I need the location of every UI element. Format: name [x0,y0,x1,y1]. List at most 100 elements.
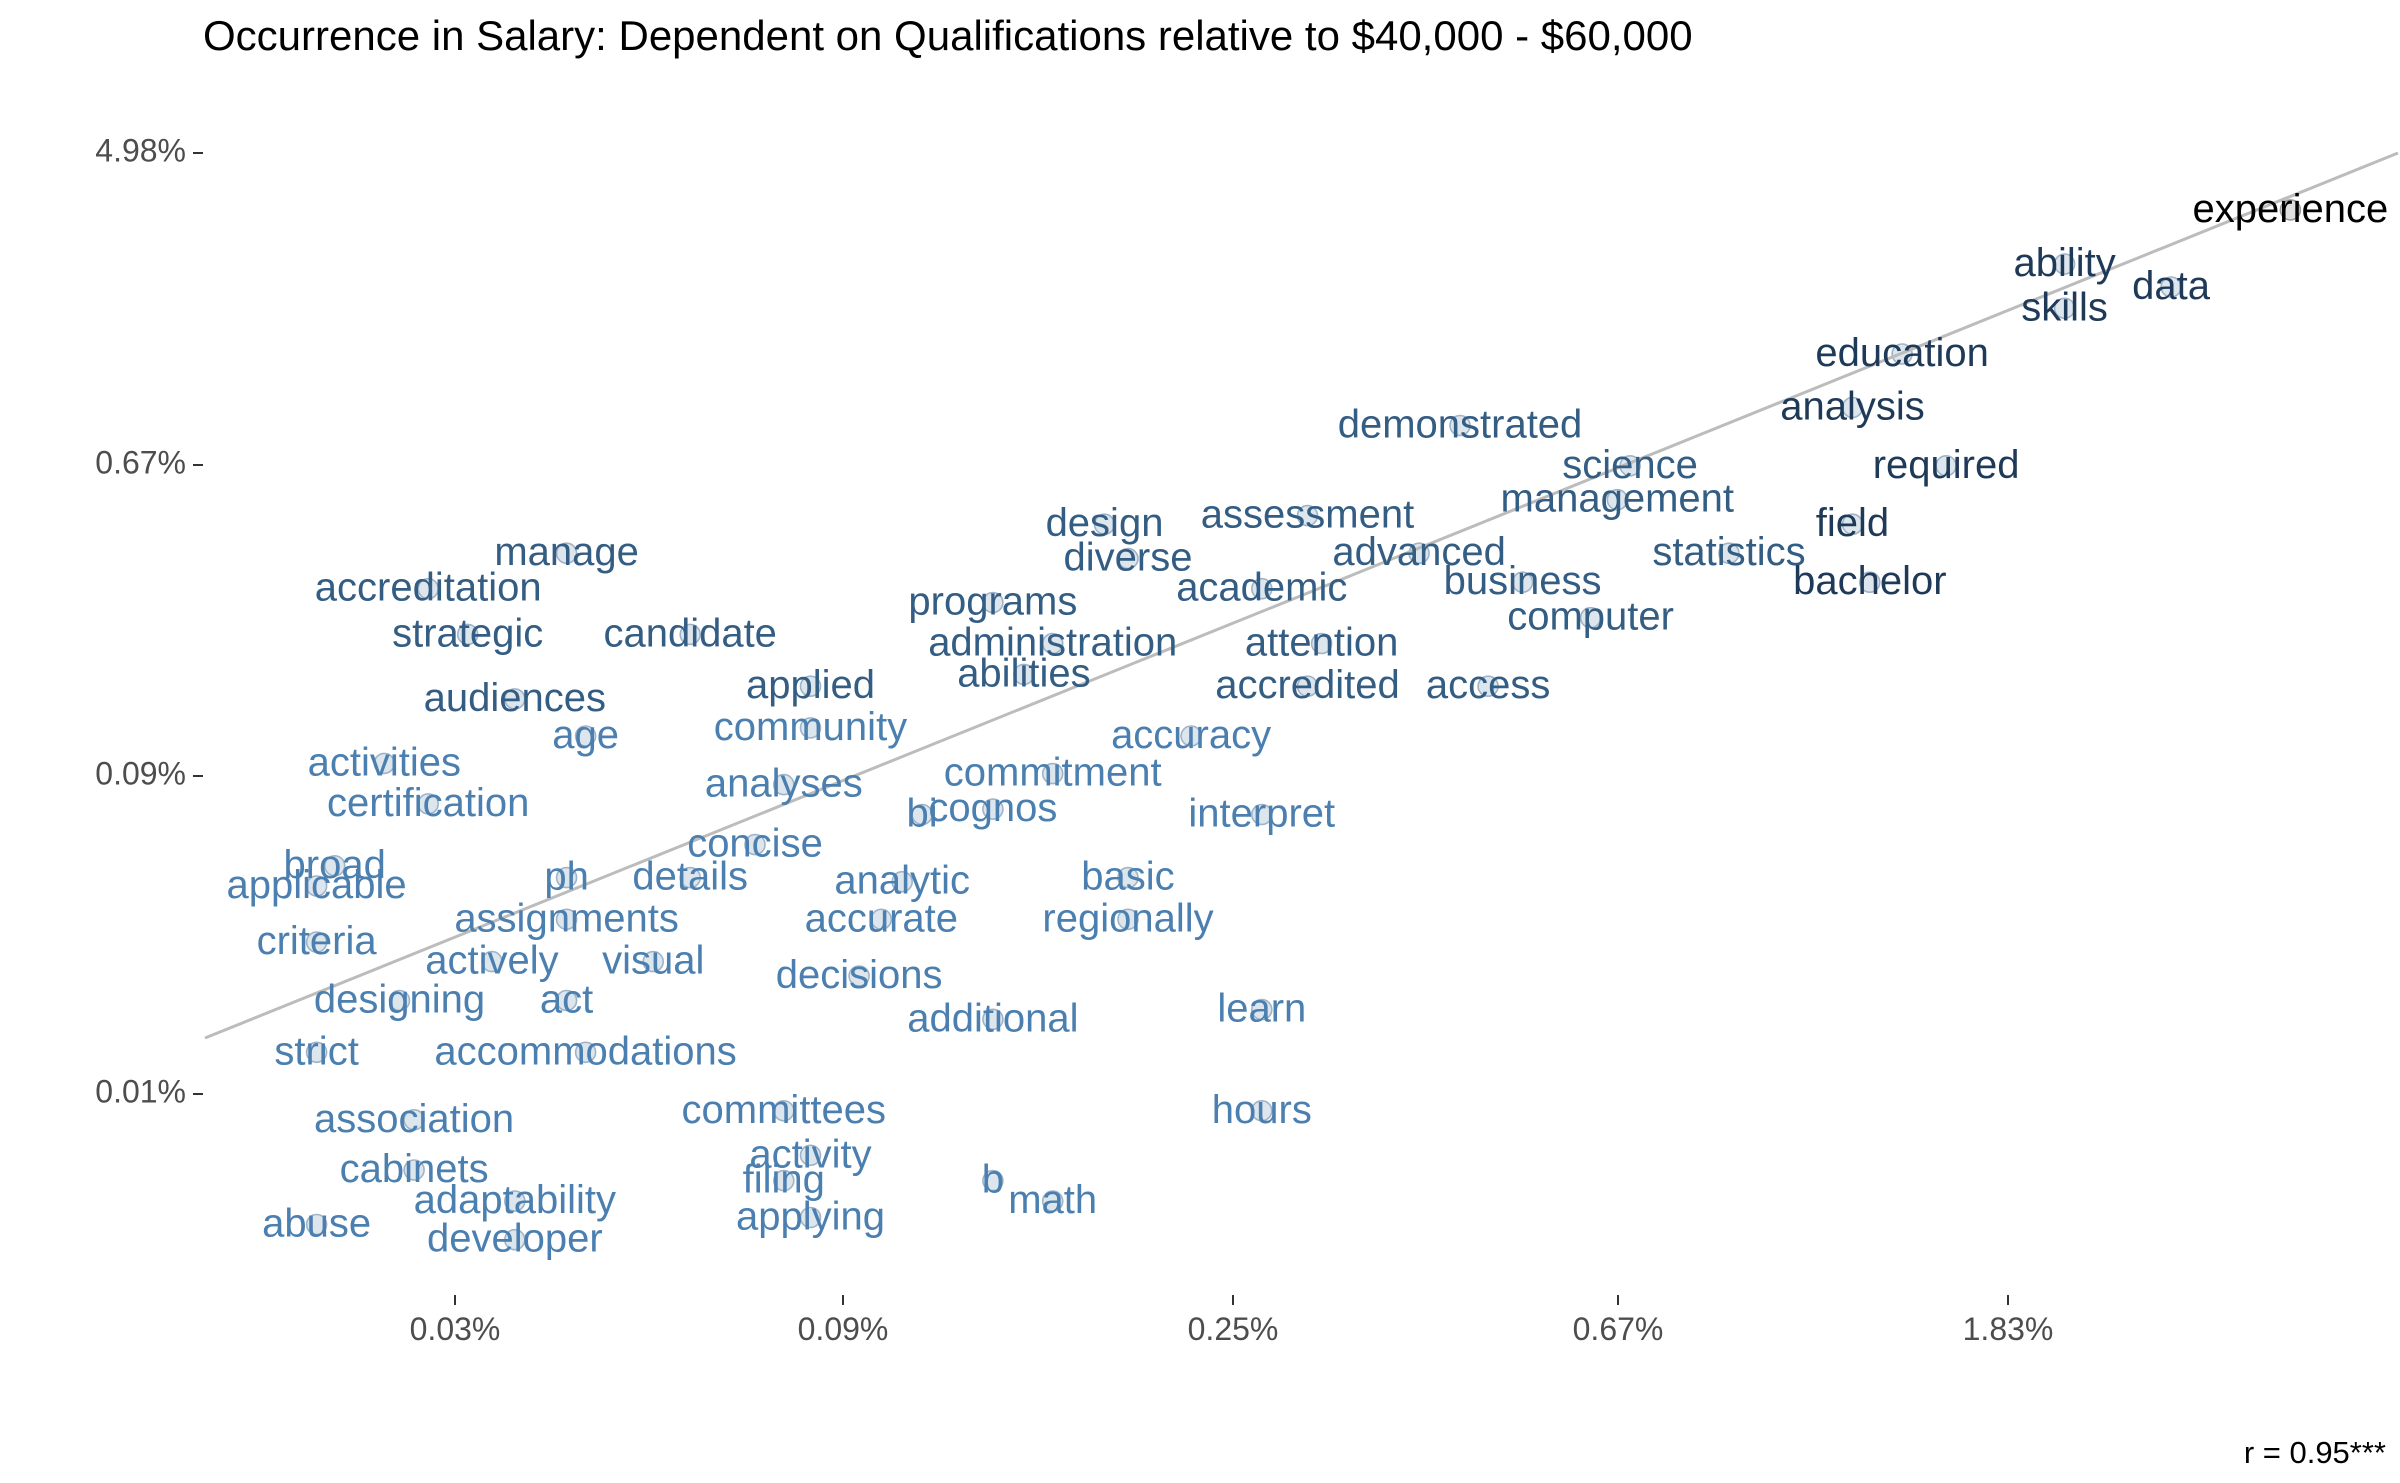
word-label: experience [2193,187,2389,231]
data-point [555,542,578,565]
data-point [642,950,665,973]
word-label: ph [544,855,589,899]
data-point [1041,1190,1064,1212]
data-point [2279,199,2302,221]
word-label: strategic [392,611,543,655]
y-tick-label: 0.09% [95,755,186,791]
data-point [2160,276,2182,298]
word-label: accurate [805,896,958,940]
data-point [772,1100,795,1122]
x-axis: 0.03% 0.09% 0.25% 0.67% 1.83% [410,1295,2053,1347]
data-point [503,1228,526,1251]
data-point [555,989,578,1012]
word-label: act [540,978,593,1022]
data-point [799,717,822,739]
word-label: criteria [257,919,378,963]
word-label: management [1501,477,1734,521]
data-point [1180,725,1202,747]
data-point [891,870,914,893]
word-label: association [314,1097,514,1141]
word-label: certification [327,781,529,825]
word-label: abuse [262,1202,371,1246]
data-point [679,623,702,646]
data-point [1251,803,1273,826]
word-label: accredited [1215,663,1400,707]
data-point [1041,632,1064,655]
data-point [417,577,440,600]
x-tick-label: 0.25% [1188,1311,1279,1347]
data-point [456,623,479,646]
word-label: activity [749,1132,871,1176]
word-label: accuracy [1111,713,1271,757]
regression-line [204,151,2399,1040]
word-label: field [1816,501,1889,545]
word-label: required [1873,443,2020,487]
word-label: skills [2021,285,2108,329]
data-point [403,1109,425,1131]
data-point [772,773,795,796]
word-label: developer [427,1217,603,1261]
word-label: broad [284,843,386,887]
word-label-layer: experience ability data skills education anal… [227,187,2389,1261]
word-label: hours [1212,1088,1312,1132]
data-point [1859,571,1881,594]
word-label: design [1046,501,1164,545]
word-label: cabinets [340,1147,489,1191]
word-label: business [1444,559,1602,603]
word-label: b [982,1158,1004,1202]
word-label: attention [1245,621,1398,665]
word-label: audiences [424,676,606,720]
word-label: interpret [1188,792,1335,836]
word-label: community [714,705,907,749]
word-label: commitment [944,751,1162,795]
word-label: data [2132,264,2211,308]
word-label: age [552,713,619,757]
data-point [1841,396,1864,419]
data-point [982,1008,1004,1031]
word-label: basic [1081,855,1174,899]
y-tick-label: 0.01% [95,1073,186,1109]
data-point [1251,998,1273,1021]
data-point [982,1169,1004,1192]
word-label: committees [682,1088,887,1132]
data-point [1841,513,1864,536]
y-axis: 0.01% 0.09% 0.67% 4.98% [95,132,203,1109]
word-label: math [1008,1178,1097,1222]
data-point [1251,1100,1273,1122]
data-point [1251,577,1273,600]
data-point [1579,606,1602,629]
data-point [1477,675,1499,698]
data-point [305,875,328,897]
word-label: analysis [1780,385,1925,429]
data-point [555,866,578,889]
data-point [1117,908,1139,931]
word-label: bi [907,792,938,836]
data-point [1296,675,1319,698]
data-point [388,989,411,1012]
word-label: additional [907,996,1078,1040]
word-label: programs [908,580,1077,624]
word-label: bachelor [1793,559,1946,603]
point-layer [305,199,2302,1251]
word-label: activities [308,740,461,784]
word-label: computer [1507,595,1674,639]
word-label: concise [687,822,823,866]
word-label: applied [746,663,875,707]
x-tick-label: 0.09% [798,1311,889,1347]
data-point [2053,297,2076,320]
chart-title: Occurrence in Salary: Dependent on Quali… [203,12,1693,59]
x-tick-label: 0.67% [1573,1311,1664,1347]
data-point [305,1213,328,1236]
data-point [574,725,597,747]
data-point [1935,454,1957,477]
correlation-annotation: r = 0.95*** [2243,1435,2386,1470]
word-label: manage [494,530,639,574]
data-point [481,950,503,973]
word-label: administration [928,621,1177,665]
data-point [1093,513,1116,536]
word-label: decisions [776,953,943,997]
word-label: advanced [1332,530,1505,574]
word-label: learn [1217,987,1306,1031]
data-point [305,1041,328,1064]
